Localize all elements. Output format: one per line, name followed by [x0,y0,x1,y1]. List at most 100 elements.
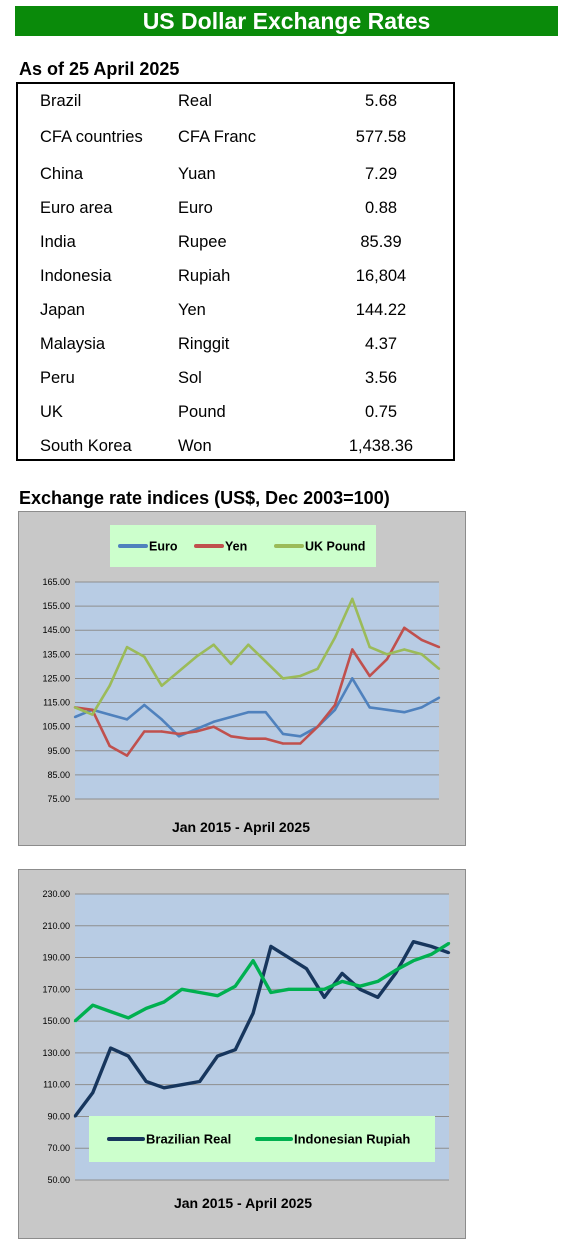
rate-country: Indonesia [40,267,112,285]
rate-value: 4.37 [364,335,398,353]
data-point [180,1083,184,1086]
rate-row: Malaysia Ringgit 4.37 [18,329,453,359]
data-point [323,996,326,999]
y-tick-label: 95.00 [47,746,70,756]
rate-country: Euro area [40,199,113,217]
plot-area [75,582,439,799]
data-point [316,667,319,670]
data-point [229,662,233,666]
data-point [385,708,389,711]
series-line-yen [74,626,440,757]
index-chart-majors: 75.00 85.00 95.00 105.00 115.00 125.00 135.00 1… [18,511,466,846]
index-chart-majors-svg: 75.00 85.00 95.00 105.00 115.00 125.00 135.00 1… [42,525,441,835]
series-line-euro [74,677,440,738]
legend-label: Brazilian Real [146,1132,231,1147]
data-point [376,996,379,999]
data-point [247,737,250,740]
data-point [264,660,267,663]
series-line-indonesian-rupiah [73,941,450,1023]
as-of-date: As of 25 April 2025 [19,59,180,79]
data-point [429,953,433,956]
y-tick-label: 230.00 [42,889,70,899]
rate-country: CFA countries [40,128,143,146]
data-point [143,703,146,707]
data-point [269,991,273,994]
data-point [177,732,181,736]
data-point [447,942,451,945]
rate-value: 16,804 [355,267,407,285]
data-point [177,735,181,738]
rate-country: Brazil [40,92,82,110]
data-point [351,648,354,651]
rate-row: Japan Yen 144.22 [18,295,453,325]
rate-country: UK [40,403,63,421]
data-point [385,657,389,661]
rate-currency: Euro [178,199,213,217]
data-point [212,643,215,646]
data-point [281,732,285,736]
y-tick-label: 50.00 [47,1175,70,1185]
data-point [177,670,181,673]
data-point [108,713,111,716]
data-point [91,1004,95,1007]
rate-currency: Rupiah [178,267,231,285]
data-point [73,706,77,709]
rate-row: Peru Sol 3.56 [18,363,453,393]
data-point [281,677,285,680]
data-point [73,1019,77,1023]
rate-row: Euro area Euro 0.88 [18,193,453,223]
x-axis-label: Jan 2015 - April 2025 [174,1195,312,1211]
data-point [247,711,250,714]
x-axis-label: Jan 2015 - April 2025 [172,819,310,835]
data-point [358,988,362,991]
rate-value: 1,438.36 [348,437,414,455]
data-point [125,718,129,721]
y-tick-label: 155.00 [42,601,70,611]
data-point [287,956,290,959]
y-tick-label: 70.00 [47,1143,70,1153]
data-point [340,972,344,975]
data-point [340,980,344,983]
data-point [234,984,237,988]
rate-row: India Rupee 85.39 [18,227,453,257]
y-tick-label: 145.00 [42,625,70,635]
data-point [160,684,163,687]
y-tick-label: 75.00 [47,794,70,804]
data-point [420,653,423,656]
chart-legend [110,525,376,567]
legend-label: Yen [225,540,247,554]
rate-value: 577.58 [355,128,407,146]
data-point [376,980,379,983]
data-point [305,988,308,991]
y-tick-label: 110.00 [43,1080,70,1090]
data-point [109,1010,112,1013]
data-point [269,945,273,948]
data-point [73,715,77,719]
data-point [412,940,415,943]
rate-currency: Yen [178,301,206,319]
rate-country: Peru [40,369,75,387]
data-point [91,713,94,716]
data-point [145,1080,148,1083]
data-point [125,754,129,757]
data-point [180,988,184,991]
data-point [358,984,362,988]
y-tick-label: 125.00 [42,673,70,683]
rate-currency: Won [178,437,212,455]
data-point [437,645,441,649]
data-point [437,696,441,699]
data-point [212,725,215,728]
data-point [264,737,267,740]
data-point [160,730,163,733]
data-point [143,655,146,658]
data-point [145,1007,148,1010]
rate-currency: Sol [178,369,202,387]
data-point [299,735,302,738]
legend-label: Indonesian Rupiah [294,1132,410,1147]
data-point [403,626,406,630]
rate-currency: Real [178,92,212,110]
y-tick-label: 150.00 [42,1016,70,1026]
data-point [420,706,423,709]
y-tick-label: 135.00 [42,649,70,659]
data-point [412,959,415,962]
